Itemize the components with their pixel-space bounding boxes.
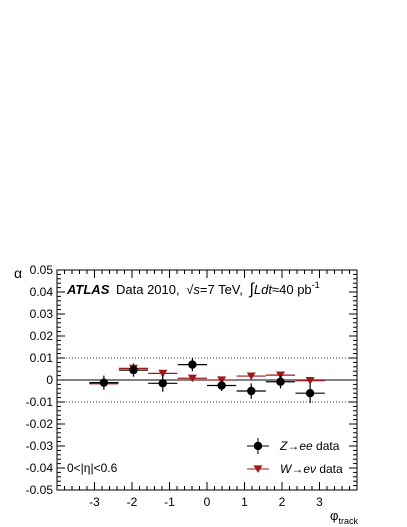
legend-w-label-italic: W→eν xyxy=(280,462,316,476)
y-tick-label: -0.05 xyxy=(26,483,54,497)
point-marker xyxy=(99,378,109,387)
z-ee-point xyxy=(148,374,178,392)
y-tick-label: 0.01 xyxy=(30,351,54,365)
z-ee-point xyxy=(236,383,266,399)
legend-z-label: Z→ee data xyxy=(279,439,340,453)
x-tick-label: 2 xyxy=(279,495,286,509)
y-tick-label: -0.03 xyxy=(26,439,54,453)
legend: Z→ee data W→eν data xyxy=(247,438,343,476)
point-marker xyxy=(187,374,197,383)
z-ee-point xyxy=(295,383,325,404)
legend-z-marker xyxy=(253,441,263,451)
point-marker xyxy=(217,381,226,390)
x-tick-label: 1 xyxy=(241,495,248,509)
legend-entry-w-enu: W→eν data xyxy=(247,462,343,476)
x-tick-label: -1 xyxy=(164,495,175,509)
region-label: 0<|η|<0.6 xyxy=(67,461,118,475)
y-tick-label: 0.03 xyxy=(30,307,54,321)
y-tick-label: 0.02 xyxy=(30,329,54,343)
y-tick-label: 0 xyxy=(46,373,53,387)
z-ee-point xyxy=(89,375,119,390)
y-tick-label: -0.04 xyxy=(26,461,54,475)
y-tick-label: 0.05 xyxy=(30,263,54,277)
experiment-label: ATLAS xyxy=(66,282,110,297)
dataset-label: Data 2010, xyxy=(116,282,180,297)
z-ee-point xyxy=(118,363,149,377)
y-axis-label: α xyxy=(14,265,22,281)
integral-symbol: ∫ xyxy=(249,281,256,298)
x-tick-label: 3 xyxy=(316,495,323,509)
lumi-variable: Ldt xyxy=(254,282,273,297)
point-marker xyxy=(305,389,315,398)
w-enu-point xyxy=(236,372,266,381)
legend-w-label: W→eν data xyxy=(280,462,343,476)
y-tick-label: 0.04 xyxy=(30,285,54,299)
point-marker xyxy=(158,369,168,378)
energy-variable: s xyxy=(193,282,200,297)
point-marker xyxy=(247,386,256,396)
axes: -0.05 -0.04 -0.03 -0.02 -0.01 0 0.01 0.02 0.03 0.… xyxy=(26,263,358,509)
w-enu-point xyxy=(177,374,207,383)
legend-w-marker xyxy=(253,465,263,474)
point-marker xyxy=(129,365,138,375)
z-ee-point xyxy=(265,375,296,389)
legend-z-label-italic: Z→ee xyxy=(279,439,313,453)
lumi-exponent: -1 xyxy=(312,280,320,290)
data-series xyxy=(89,358,325,404)
point-marker xyxy=(246,372,256,381)
w-enu-point xyxy=(148,369,178,378)
legend-w-label-suffix: data xyxy=(316,462,343,476)
y-tick-label: -0.02 xyxy=(26,417,54,431)
x-tick-label: -2 xyxy=(127,495,138,509)
z-ee-point xyxy=(207,380,237,391)
point-marker xyxy=(305,377,315,385)
x-axis-label-sub: track xyxy=(338,516,358,526)
y-tick-label: -0.01 xyxy=(26,395,54,409)
point-marker xyxy=(158,379,167,388)
x-axis-label: φtrack xyxy=(330,508,358,526)
x-axis-label-main: φ xyxy=(330,508,338,523)
z-ee-point xyxy=(177,358,207,372)
header-annotation: ATLAS Data 2010, √s=7 TeV, ∫Ldt≈40 pb-1 xyxy=(66,280,320,298)
point-marker xyxy=(188,360,197,369)
w-enu-point xyxy=(295,377,325,385)
sqrt-symbol: √ xyxy=(186,282,194,297)
x-tick-label: 0 xyxy=(204,495,211,509)
point-marker xyxy=(276,377,285,386)
legend-z-label-suffix: data xyxy=(313,439,340,453)
x-tick-label: -3 xyxy=(89,495,100,509)
legend-entry-z-ee: Z→ee data xyxy=(247,438,340,454)
energy-value: =7 TeV, xyxy=(200,282,243,297)
lumi-value: ≈40 pb xyxy=(272,282,312,297)
